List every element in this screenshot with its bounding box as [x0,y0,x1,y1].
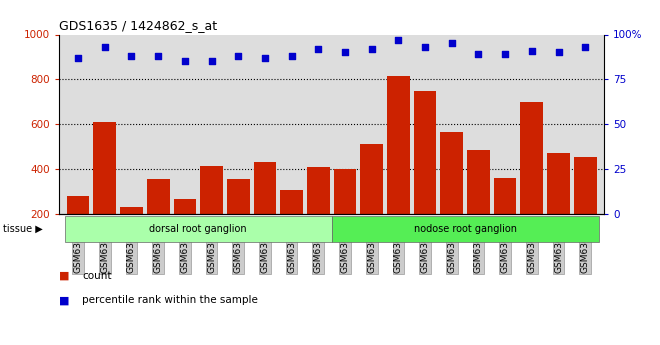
Text: percentile rank within the sample: percentile rank within the sample [82,295,258,305]
Point [527,48,537,53]
Bar [253,162,277,259]
Point [446,41,457,46]
Bar [387,76,410,259]
Bar [174,199,196,259]
Point [153,53,164,59]
Point [180,59,190,64]
Bar [360,144,383,259]
Point [126,53,137,59]
Point [73,55,83,61]
Bar [227,179,249,259]
Bar [67,196,89,259]
Bar [547,153,570,259]
Bar [440,132,463,259]
Text: dorsal root ganglion: dorsal root ganglion [149,224,247,234]
Text: tissue ▶: tissue ▶ [3,224,43,234]
Bar [147,179,170,259]
Bar [574,157,597,259]
Point [393,37,404,43]
Point [420,44,430,50]
Bar [521,102,543,259]
Point [207,59,217,64]
Point [233,53,244,59]
Point [286,53,297,59]
Point [313,46,323,52]
Point [366,46,377,52]
Text: GDS1635 / 1424862_s_at: GDS1635 / 1424862_s_at [59,19,218,32]
Bar [334,169,356,259]
Bar [414,90,436,259]
Point [100,44,110,50]
Bar [120,207,143,259]
Bar [494,178,517,259]
Bar [307,167,329,259]
Point [259,55,270,61]
Text: ■: ■ [59,295,70,305]
Text: ■: ■ [59,271,70,281]
Bar [467,150,490,259]
Text: nodose root ganglion: nodose root ganglion [414,224,517,234]
Point [340,50,350,55]
Point [553,50,564,55]
Bar [200,166,223,259]
Bar [280,190,303,259]
Point [473,51,484,57]
Point [500,51,510,57]
Bar [94,122,116,259]
Point [580,44,591,50]
Text: count: count [82,271,112,281]
